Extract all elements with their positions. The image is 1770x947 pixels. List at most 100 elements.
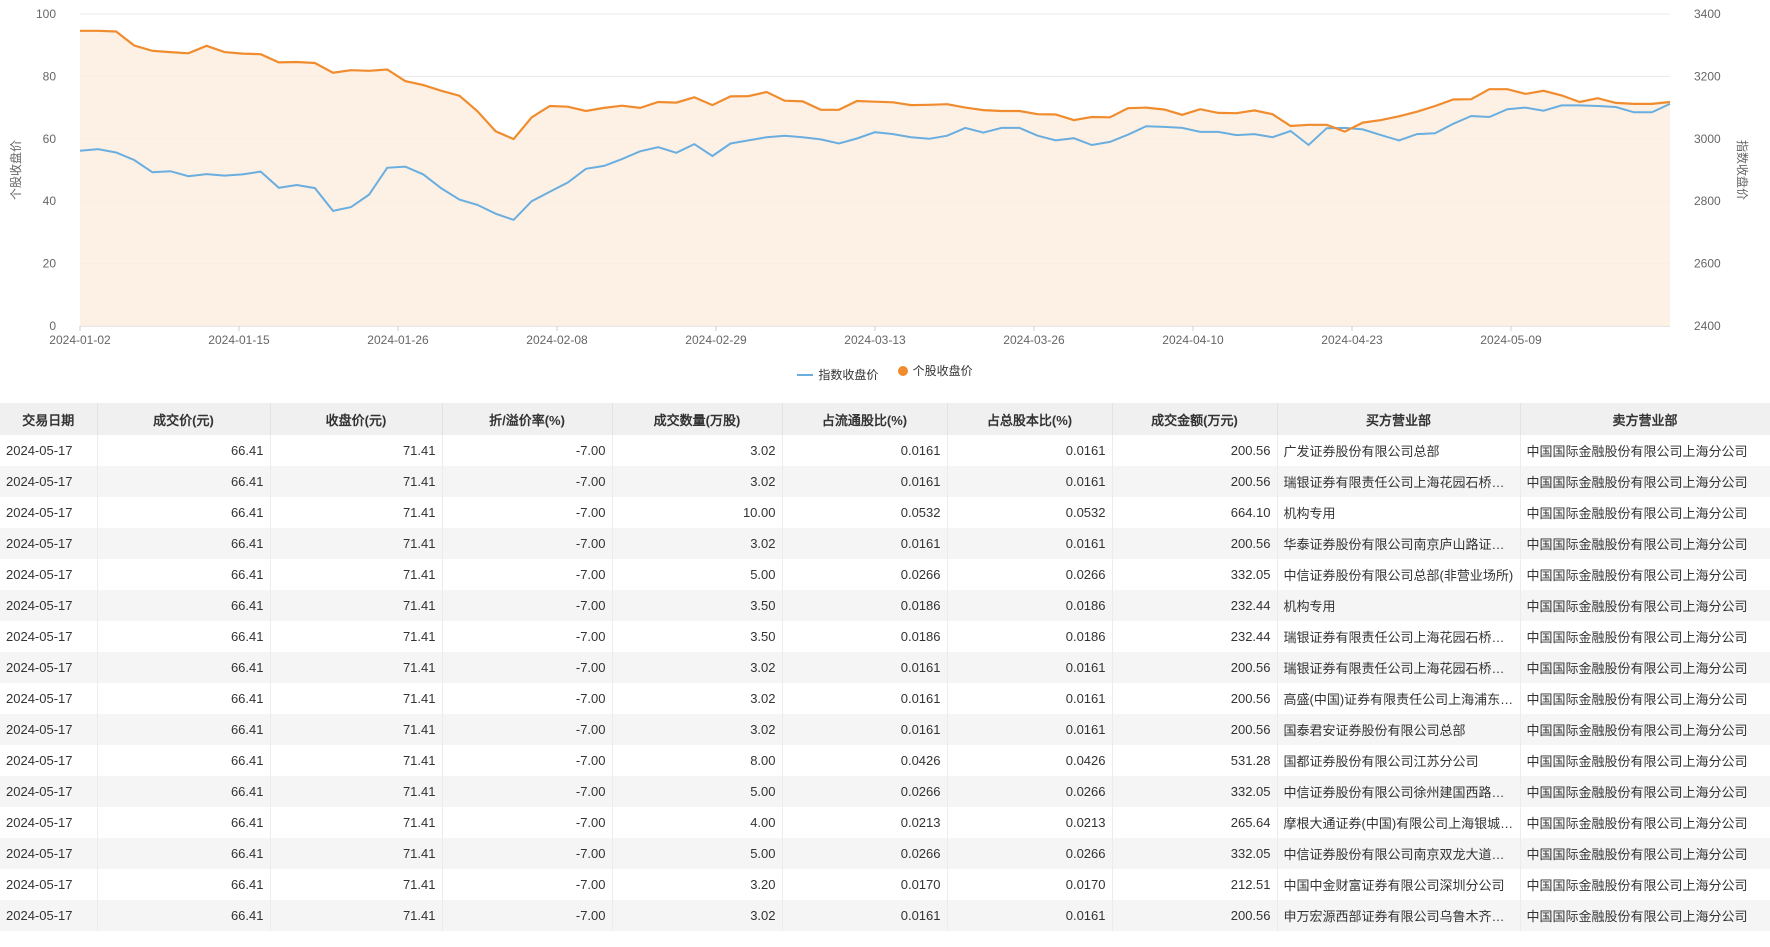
cell-date: 2024-05-17 xyxy=(0,869,98,900)
col-header-buyer[interactable]: 买方营业部 xyxy=(1277,403,1521,435)
table-row[interactable]: 2024-05-17 66.41 71.41 -7.00 3.02 0.0161 0.016… xyxy=(0,683,1770,714)
col-header-float-ratio[interactable]: 占流通股比(%) xyxy=(782,403,948,435)
cell-total-ratio: 0.0213 xyxy=(947,807,1113,838)
legend-item-stock[interactable]: 个股收盘价 xyxy=(897,362,973,379)
cell-amount: 212.51 xyxy=(1112,869,1278,900)
cell-amount: 232.44 xyxy=(1112,590,1278,621)
legend-label-stock: 个股收盘价 xyxy=(912,364,973,378)
col-header-amount[interactable]: 成交金额(万元) xyxy=(1112,403,1278,435)
col-header-seller[interactable]: 卖方营业部 xyxy=(1520,403,1770,435)
cell-deal-price: 66.41 xyxy=(97,528,271,559)
x-tick-label: 2024-03-13 xyxy=(844,333,906,347)
cell-total-ratio: 0.0186 xyxy=(947,590,1113,621)
cell-float-ratio: 0.0266 xyxy=(782,559,948,590)
cell-total-ratio: 0.0186 xyxy=(947,621,1113,652)
cell-deal-price: 66.41 xyxy=(97,745,271,776)
cell-seller: 中国国际金融股份有限公司上海分公司 xyxy=(1520,559,1770,590)
cell-buyer: 申万宏源西部证券有限公司乌鲁木齐分公司 xyxy=(1277,900,1521,931)
table-row[interactable]: 2024-05-17 66.41 71.41 -7.00 5.00 0.0266 0.026… xyxy=(0,838,1770,869)
col-header-deal-price[interactable]: 成交价(元) xyxy=(97,403,271,435)
cell-buyer: 广发证券股份有限公司总部 xyxy=(1277,435,1521,466)
cell-amount: 200.56 xyxy=(1112,435,1278,466)
table-row[interactable]: 2024-05-17 66.41 71.41 -7.00 3.02 0.0161 0.016… xyxy=(0,900,1770,931)
cell-deal-price: 66.41 xyxy=(97,435,271,466)
cell-float-ratio: 0.0161 xyxy=(782,652,948,683)
cell-premium-rate: -7.00 xyxy=(442,900,613,931)
x-tick-label: 2024-04-23 xyxy=(1321,333,1383,347)
table-row[interactable]: 2024-05-17 66.41 71.41 -7.00 3.50 0.0186 0.018… xyxy=(0,590,1770,621)
table-row[interactable]: 2024-05-17 66.41 71.41 -7.00 4.00 0.0213 0.021… xyxy=(0,807,1770,838)
legend-dot-icon xyxy=(897,365,908,376)
cell-volume: 3.20 xyxy=(612,869,783,900)
cell-date: 2024-05-17 xyxy=(0,838,98,869)
table-row[interactable]: 2024-05-17 66.41 71.41 -7.00 3.02 0.0161 0.016… xyxy=(0,714,1770,745)
cell-buyer: 瑞银证券有限责任公司上海花园石桥路证券营业部 xyxy=(1277,621,1521,652)
col-header-total-ratio[interactable]: 占总股本比(%) xyxy=(947,403,1113,435)
cell-premium-rate: -7.00 xyxy=(442,621,613,652)
table-row[interactable]: 2024-05-17 66.41 71.41 -7.00 8.00 0.0426 0.042… xyxy=(0,745,1770,776)
y-right-tick-label: 3400 xyxy=(1694,7,1721,21)
cell-float-ratio: 0.0161 xyxy=(782,714,948,745)
cell-total-ratio: 0.0266 xyxy=(947,838,1113,869)
legend-item-index[interactable]: 指数收盘价 xyxy=(797,366,878,383)
cell-seller: 中国国际金融股份有限公司上海分公司 xyxy=(1520,652,1770,683)
cell-date: 2024-05-17 xyxy=(0,435,98,466)
cell-float-ratio: 0.0161 xyxy=(782,683,948,714)
legend-label-index: 指数收盘价 xyxy=(818,368,879,382)
cell-amount: 332.05 xyxy=(1112,559,1278,590)
table-row[interactable]: 2024-05-17 66.41 71.41 -7.00 3.20 0.0170 0.017… xyxy=(0,869,1770,900)
cell-date: 2024-05-17 xyxy=(0,621,98,652)
cell-deal-price: 66.41 xyxy=(97,807,271,838)
x-tick-label: 2024-04-10 xyxy=(1162,333,1224,347)
table-row[interactable]: 2024-05-17 66.41 71.41 -7.00 10.00 0.0532 0.05… xyxy=(0,497,1770,528)
table-row[interactable]: 2024-05-17 66.41 71.41 -7.00 3.02 0.0161 0.016… xyxy=(0,466,1770,497)
cell-buyer: 瑞银证券有限责任公司上海花园石桥路证券营业部 xyxy=(1277,466,1521,497)
cell-close-price: 71.41 xyxy=(270,466,443,497)
cell-total-ratio: 0.0161 xyxy=(947,900,1113,931)
cell-date: 2024-05-17 xyxy=(0,745,98,776)
cell-seller: 中国国际金融股份有限公司上海分公司 xyxy=(1520,714,1770,745)
cell-seller: 中国国际金融股份有限公司上海分公司 xyxy=(1520,776,1770,807)
table-row[interactable]: 2024-05-17 66.41 71.41 -7.00 3.02 0.0161 0.016… xyxy=(0,528,1770,559)
table-row[interactable]: 2024-05-17 66.41 71.41 -7.00 5.00 0.0266 0.026… xyxy=(0,559,1770,590)
y-left-tick-label: 40 xyxy=(43,194,57,208)
col-header-date[interactable]: 交易日期 xyxy=(0,403,98,435)
table-row[interactable]: 2024-05-17 66.41 71.41 -7.00 3.02 0.0161 0.016… xyxy=(0,652,1770,683)
cell-premium-rate: -7.00 xyxy=(442,559,613,590)
cell-total-ratio: 0.0161 xyxy=(947,466,1113,497)
cell-deal-price: 66.41 xyxy=(97,466,271,497)
table-row[interactable]: 2024-05-17 66.41 71.41 -7.00 3.50 0.0186 0.018… xyxy=(0,621,1770,652)
y-right-tick-label: 2800 xyxy=(1694,194,1721,208)
table-row[interactable]: 2024-05-17 66.41 71.41 -7.00 5.00 0.0266 0.026… xyxy=(0,776,1770,807)
chart-area: 0 20 40 60 80 100 2400 2600 2800 3000 3200 3400 个股收盘… xyxy=(0,0,1770,400)
cell-volume: 3.02 xyxy=(612,683,783,714)
table-row[interactable]: 2024-05-17 66.41 71.41 -7.00 3.02 0.0161 0.016… xyxy=(0,435,1770,466)
cell-amount: 265.64 xyxy=(1112,807,1278,838)
x-tick-label: 2024-02-29 xyxy=(685,333,747,347)
cell-deal-price: 66.41 xyxy=(97,497,271,528)
x-tick-label: 2024-01-15 xyxy=(208,333,270,347)
col-header-close-price[interactable]: 收盘价(元) xyxy=(270,403,443,435)
cell-deal-price: 66.41 xyxy=(97,869,271,900)
col-header-premium-rate[interactable]: 折/溢价率(%) xyxy=(442,403,613,435)
cell-amount: 332.05 xyxy=(1112,776,1278,807)
cell-premium-rate: -7.00 xyxy=(442,745,613,776)
cell-deal-price: 66.41 xyxy=(97,652,271,683)
y-left-axis-title: 个股收盘价 xyxy=(8,140,23,200)
cell-seller: 中国国际金融股份有限公司上海分公司 xyxy=(1520,435,1770,466)
cell-volume: 3.02 xyxy=(612,435,783,466)
cell-close-price: 71.41 xyxy=(270,621,443,652)
x-tick-label: 2024-01-26 xyxy=(367,333,429,347)
cell-close-price: 71.41 xyxy=(270,435,443,466)
cell-premium-rate: -7.00 xyxy=(442,652,613,683)
cell-float-ratio: 0.0266 xyxy=(782,838,948,869)
cell-float-ratio: 0.0186 xyxy=(782,590,948,621)
cell-premium-rate: -7.00 xyxy=(442,807,613,838)
cell-deal-price: 66.41 xyxy=(97,683,271,714)
y-right-tick-label: 2400 xyxy=(1694,319,1721,333)
col-header-volume[interactable]: 成交数量(万股) xyxy=(612,403,783,435)
x-tick-label: 2024-03-26 xyxy=(1003,333,1065,347)
cell-volume: 3.02 xyxy=(612,900,783,931)
table-body: 2024-05-17 66.41 71.41 -7.00 3.02 0.0161 0.016… xyxy=(0,435,1770,931)
cell-float-ratio: 0.0213 xyxy=(782,807,948,838)
